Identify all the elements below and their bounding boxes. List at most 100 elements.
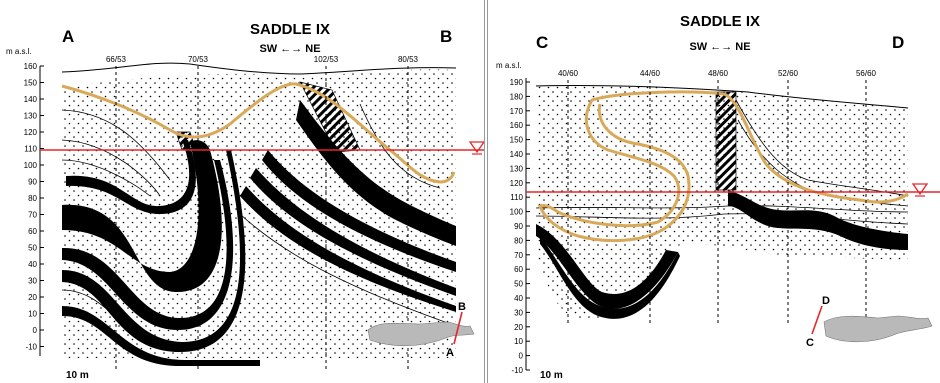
y-tick-label: 190: [510, 78, 524, 87]
y-tick-label: 70: [28, 211, 37, 220]
map-label-end: D: [822, 295, 830, 307]
title: SADDLE IX: [680, 13, 760, 30]
y-tick-label: 50: [28, 244, 37, 253]
section-end-right: D: [892, 33, 904, 52]
section-end-left: C: [536, 33, 548, 52]
y-tick-label: 30: [514, 308, 523, 317]
y-tick-label: 170: [510, 107, 524, 116]
y-tick-label: 50: [514, 280, 523, 289]
ground-surface: [61, 62, 457, 75]
thin-layer: [735, 99, 909, 197]
y-tick-label: 120: [510, 179, 524, 188]
borehole-label: 70/53: [188, 55, 209, 64]
y-tick-label: 100: [510, 208, 524, 217]
locator-map: [367, 321, 475, 347]
water-level-icon: [911, 183, 929, 196]
clay-layer-9: [240, 186, 456, 312]
title: SADDLE IX: [250, 21, 330, 38]
y-tick-label: 80: [514, 236, 523, 245]
y-tick-label: 20: [28, 293, 37, 302]
boreholes: 66/53 70/53 102/53 80/53: [106, 55, 419, 372]
borehole-label: 48/60: [708, 69, 729, 78]
y-tick-label: 40: [28, 260, 37, 269]
y-tick-label: 180: [510, 92, 524, 101]
borehole-label: 66/53: [106, 55, 127, 64]
y-tick-label: 10: [514, 337, 523, 346]
direction-label: SW ←→ NE: [689, 41, 750, 53]
water-level-icon: [468, 141, 484, 154]
section-line: [811, 305, 823, 335]
boreholes: 40/60 44/60 48/60 52/60 56/60: [558, 69, 877, 324]
section-line: [453, 311, 463, 345]
thin-layer: [61, 139, 161, 197]
thin-layer: [535, 213, 909, 225]
locator-map: [823, 315, 933, 343]
y-tick-label: 20: [514, 323, 523, 332]
scale-label: 10 m: [66, 370, 89, 381]
y-tick-label: 160: [510, 121, 524, 130]
y-tick-label: -10: [511, 366, 523, 375]
y-tick-label: 70: [514, 251, 523, 260]
contour-line: [61, 82, 456, 184]
y-tick-label: 90: [28, 178, 37, 187]
section-end-right: B: [440, 27, 452, 46]
borehole-label: 80/53: [398, 55, 419, 64]
map-label-start: A: [446, 347, 454, 359]
clay-layer-8: [250, 168, 456, 296]
section-end-left: A: [62, 27, 74, 46]
scale-label: 10 m: [540, 370, 563, 381]
clay-layer-5: [66, 140, 196, 214]
sand-body: [536, 85, 908, 321]
y-tick-label: 130: [510, 164, 524, 173]
y-axis-ticks: 1601501401301201101009080706050403020100…: [24, 62, 44, 352]
clay-layer-6: [296, 100, 456, 246]
y-tick-label: 150: [510, 136, 524, 145]
clay-layer-3: [62, 150, 246, 352]
borehole-label: 52/60: [778, 69, 799, 78]
y-tick-label: 160: [24, 62, 38, 71]
ground-surface: [535, 84, 909, 109]
y-tick-label: 30: [28, 277, 37, 286]
thin-layer: [535, 205, 909, 213]
direction-label: SW ←→ NE: [259, 43, 320, 55]
clay-layer-4: [62, 306, 260, 366]
y-tick-label: 110: [510, 193, 523, 202]
contour-line: [538, 90, 909, 243]
y-tick-label: 0: [519, 352, 524, 361]
y-tick-label: -10: [25, 343, 37, 352]
y-tick-label: 40: [514, 294, 523, 303]
thin-layer: [359, 103, 441, 189]
y-tick-label: 110: [24, 145, 37, 154]
y-tick-label: 140: [510, 150, 524, 159]
axis-unit: m a.s.l.: [496, 61, 522, 70]
clay-layer-1: [62, 140, 222, 293]
cross-section-right: SADDLE IX SW ←→ NE C D m a.s.l. 190 180 17…: [487, 0, 940, 383]
y-tick-label: 80: [28, 194, 37, 203]
clay-layer-2: [540, 236, 680, 319]
borehole-label: 56/60: [856, 69, 877, 78]
borehole-label: 40/60: [558, 69, 579, 78]
y-tick-label: 150: [24, 79, 38, 88]
axis-unit: m a.s.l.: [6, 47, 32, 56]
y-tick-label: 90: [514, 222, 523, 231]
map-label-end: B: [458, 301, 466, 313]
cross-section-left: SADDLE IX SW ←→ NE A B m a.s.l. 160 150 14…: [6, 0, 485, 383]
y-tick-label: 60: [28, 227, 37, 236]
borehole-label: 102/53: [314, 55, 339, 64]
clay-layer-1: [536, 224, 678, 309]
y-tick-label: 10: [28, 310, 37, 319]
map-label-start: C: [806, 337, 814, 349]
y-tick-label: 60: [514, 265, 523, 274]
clay-layer-3: [728, 190, 908, 250]
cross-section-right-drawing: SADDLE IX SW ←→ NE C D m a.s.l. 190 180 17…: [496, 13, 940, 381]
hatched-unit: [715, 91, 737, 191]
y-tick-label: 0: [33, 326, 38, 335]
borehole-label: 44/60: [640, 69, 661, 78]
y-tick-label: 140: [24, 95, 38, 104]
clay-layer-7: [262, 150, 456, 272]
y-axis-ticks: 1901801701601501401301201101009080706050…: [510, 78, 530, 375]
thin-layer: [239, 213, 457, 327]
y-tick-label: 100: [24, 161, 38, 170]
thin-layer: [61, 289, 177, 349]
y-tick-label: 120: [24, 128, 38, 137]
